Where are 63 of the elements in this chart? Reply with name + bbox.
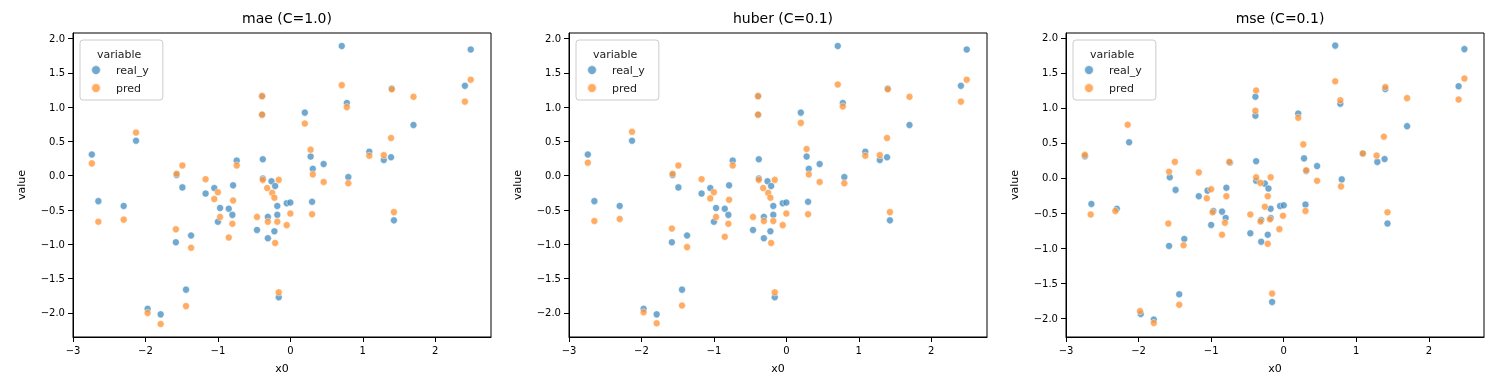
y-axis-title: value	[15, 169, 28, 201]
x-tick-label: −2	[1131, 344, 1146, 356]
y-tick-label: −1.5	[1033, 277, 1058, 289]
y-tick-label: 1.0	[545, 101, 561, 113]
x-tick-label: 1	[855, 344, 862, 356]
chart-title: mse (C=0.1)	[1235, 10, 1325, 26]
legend-title: variable	[593, 48, 638, 61]
y-tick-label: 2.0	[49, 32, 65, 44]
y-tick-label: −1.0	[1033, 242, 1058, 254]
x-axis-title: x0	[771, 362, 785, 375]
y-tick-label: −2.0	[1033, 312, 1058, 324]
x-tick-label: 2	[432, 344, 439, 356]
legend-label: real_y	[612, 63, 646, 77]
y-tick-label: 0.5	[545, 135, 561, 147]
y-tick-label: −0.5	[40, 204, 65, 216]
y-tick-label: 1.0	[1042, 102, 1058, 114]
x-tick-label: −3	[1058, 344, 1074, 356]
y-tick-label: 0.5	[1042, 137, 1058, 149]
y-tick-label: −0.5	[1033, 207, 1058, 219]
y-tick-label: 0.5	[49, 135, 65, 147]
legend-label: real_y	[1109, 63, 1143, 77]
legend-label: pred	[1109, 81, 1135, 95]
y-tick-label: −2.0	[536, 307, 561, 319]
y-tick-label: 0.0	[545, 170, 561, 182]
chart-title: mae (C=1.0)	[242, 10, 332, 26]
y-tick-label: 0.0	[49, 170, 65, 182]
y-tick-label: −1.0	[536, 238, 561, 250]
y-tick-label: 1.5	[545, 67, 561, 79]
legend-label: pred	[116, 81, 142, 95]
y-tick-label: −1.5	[40, 273, 65, 285]
y-axis-title: value	[1008, 169, 1021, 201]
x-tick-label: −2	[634, 344, 649, 356]
x-tick-label: −3	[561, 344, 577, 356]
x-axis-title: x0	[1268, 362, 1282, 375]
legend-title: variable	[1090, 48, 1135, 61]
chart-title: huber (C=0.1)	[732, 10, 834, 26]
legend-label: real_y	[116, 63, 150, 77]
x-tick-label: −2	[138, 344, 153, 356]
x-tick-label: 1	[359, 344, 366, 356]
legend-label: pred	[612, 81, 638, 95]
x-tick-label: −1	[210, 344, 226, 356]
y-axis-title: value	[511, 169, 524, 201]
x-tick-label: 2	[1425, 344, 1433, 356]
y-tick-label: 1.5	[49, 67, 65, 79]
x-tick-label: 2	[928, 344, 935, 356]
x-tick-label: 0	[287, 344, 294, 356]
x-tick-label: −3	[65, 344, 81, 356]
legend-title: variable	[97, 48, 142, 61]
x-tick-label: −1	[1203, 344, 1219, 356]
y-tick-label: 1.0	[49, 101, 65, 113]
x-tick-label: 1	[1353, 344, 1360, 356]
y-tick-label: −1.5	[536, 273, 561, 285]
y-tick-label: 0.0	[1042, 172, 1058, 184]
y-tick-label: −2.0	[40, 307, 65, 319]
y-tick-label: −0.5	[536, 204, 561, 216]
x-tick-label: −1	[706, 344, 722, 356]
x-tick-label: 0	[783, 344, 790, 356]
x-axis-title: x0	[275, 362, 289, 375]
y-tick-label: −1.0	[40, 238, 65, 250]
y-tick-label: 1.5	[1042, 67, 1058, 79]
x-tick-label: 0	[1280, 344, 1287, 356]
y-tick-label: 2.0	[1042, 32, 1058, 44]
y-tick-label: 2.0	[545, 32, 561, 44]
